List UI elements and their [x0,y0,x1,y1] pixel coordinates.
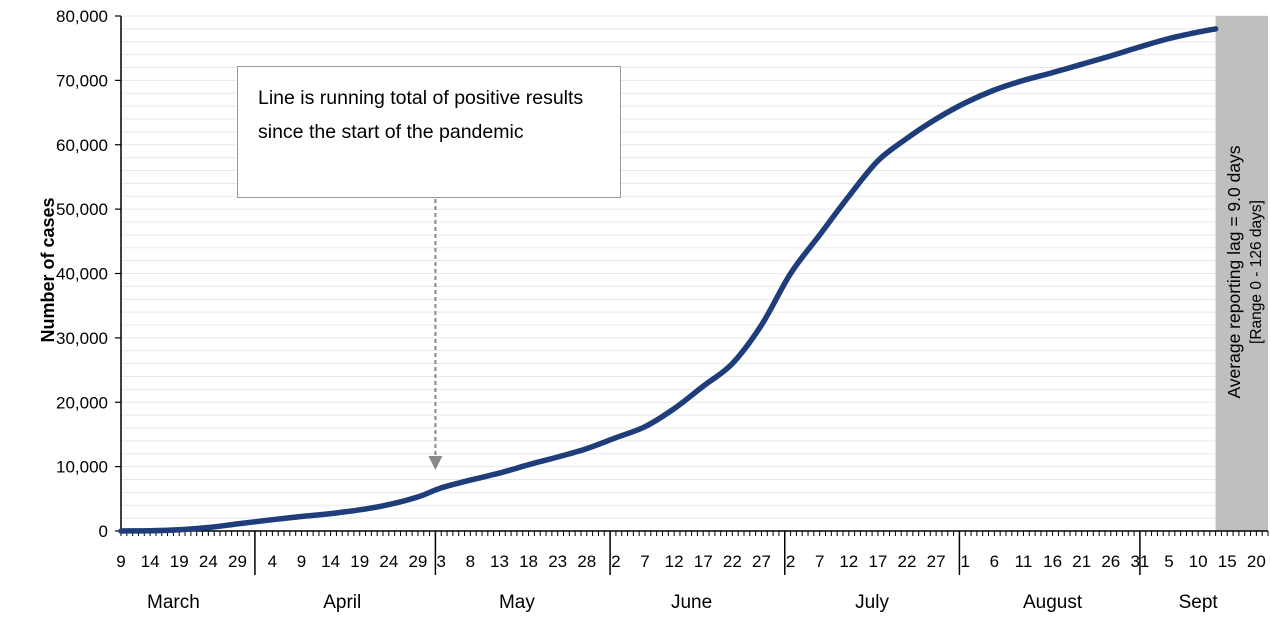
x-tick-label: 17 [868,552,887,571]
y-axis-label: Number of cases [38,197,58,342]
axes: 0 10,000 20,000 30,000 40,000 50,000 60,000 70,… [56,7,1269,613]
cumulative-cases-line [118,26,1219,534]
x-tick-label: 18 [519,552,538,571]
month-label: May [499,592,535,613]
x-tick-label: 16 [1043,552,1062,571]
x-tick-label: 2 [786,552,795,571]
callout-text: Line is running total of positive result… [258,87,584,143]
month-label: June [671,592,712,613]
series-layer [118,26,1219,534]
x-tick-label: 1 [961,552,970,571]
y-tick-label: 20,000 [56,393,108,412]
y-tick-label: 60,000 [56,136,108,155]
reporting-lag-line1: Average reporting lag = 9.0 days [1224,145,1244,398]
y-tick-label: 30,000 [56,329,108,348]
x-tick-label: 29 [408,552,427,571]
month-label: March [147,592,200,613]
x-tick-label: 7 [640,552,649,571]
x-tick-label: 2 [611,552,620,571]
x-tick-label: 10 [1189,552,1208,571]
x-tick-label: 5 [1164,552,1173,571]
x-tick-label: 27 [752,552,771,571]
x-tick-label: 13 [490,552,509,571]
x-tick-label: 19 [170,552,189,571]
gridlines [121,15,1268,519]
reporting-lag-band [1215,16,1268,531]
x-tick-label: 31 [1130,552,1149,571]
x-tick-label: 17 [694,552,713,571]
x-tick-label: 3 [436,552,445,571]
callout-box: Line is running total of positive result… [237,66,621,198]
x-tick-label: 11 [1015,552,1033,571]
x-tick-label: 28 [577,552,596,571]
x-tick-label: 26 [1101,552,1120,571]
x-tick-label: 7 [815,552,824,571]
x-tick-label: 14 [141,552,160,571]
month-label: Sept [1179,592,1219,613]
x-tick-label: 21 [1072,552,1091,571]
annotation-arrow [428,199,443,470]
month-label: July [855,592,889,613]
month-label: April [323,592,361,613]
x-tick-label: 29 [228,552,247,571]
x-tick-label: 9 [297,552,306,571]
x-tick-label: 4 [268,552,277,571]
x-tick-label: 22 [723,552,742,571]
y-tick-label: 80,000 [56,7,108,26]
x-tick-label: 19 [350,552,369,571]
month-label: August [1023,592,1083,613]
x-tick-label: 15 [1218,552,1237,571]
reporting-lag-line2: [Range 0 - 126 days] [1248,200,1265,344]
arrow-head [428,456,443,470]
y-tick-label: 0 [99,522,108,541]
x-tick-label: 22 [898,552,917,571]
y-tick-label: 40,000 [56,265,108,284]
x-tick-label: 12 [839,552,858,571]
x-tick-label: 27 [927,552,946,571]
x-tick-label: 6 [990,552,999,571]
x-tick-label: 14 [321,552,340,571]
x-tick-label: 20 [1247,552,1266,571]
x-tick-label: 24 [199,552,218,571]
reporting-lag-text: Average reporting lag = 9.0 days [Range … [1224,145,1265,398]
lag-band-rect [1215,16,1268,531]
y-tick-label: 70,000 [56,71,108,90]
x-tick-label: 8 [466,552,475,571]
x-tick-label: 12 [665,552,684,571]
x-tick-label: 23 [548,552,567,571]
y-tick-label: 50,000 [56,200,108,219]
x-tick-label: 9 [116,552,125,571]
y-tick-label: 10,000 [56,458,108,477]
x-tick-label: 24 [379,552,398,571]
